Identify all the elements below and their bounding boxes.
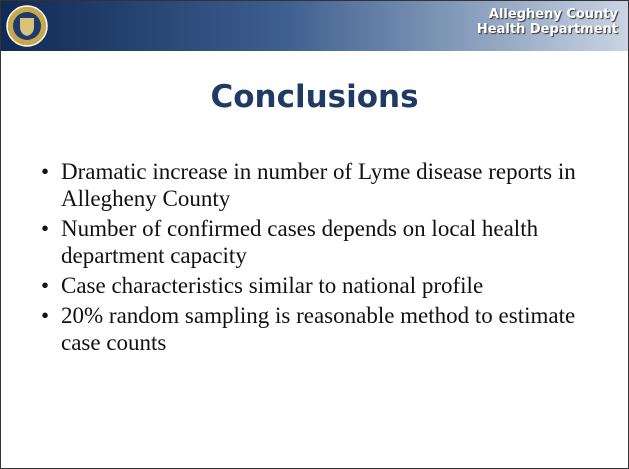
bullet: Dramatic increase in number of Lyme dise… xyxy=(41,158,601,212)
seal-logo xyxy=(6,5,48,47)
org-line: Allegheny County xyxy=(488,7,618,22)
header-bar: Allegheny County Health Department xyxy=(1,1,628,51)
bullet: Number of confirmed cases depends on loc… xyxy=(41,215,601,269)
slide-title: Conclusions xyxy=(210,79,419,115)
org-name: Allegheny County Health Department xyxy=(477,7,618,37)
bullet: Case characteristics similar to national… xyxy=(41,272,601,299)
bullet-list: Dramatic increase in number of Lyme dise… xyxy=(41,158,601,359)
org-line: Health Department xyxy=(476,22,618,37)
bullet: 20% random sampling is reasonable method… xyxy=(41,302,601,356)
